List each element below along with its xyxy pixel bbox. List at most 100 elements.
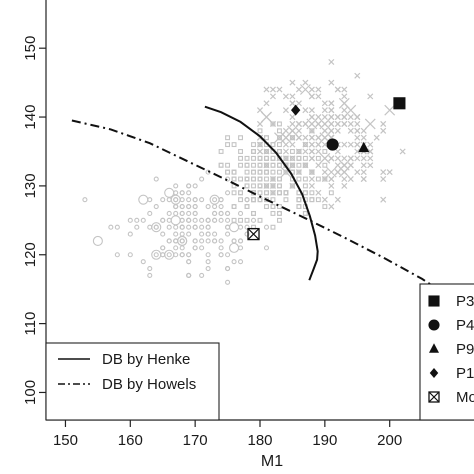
- background-point-shape: [328, 58, 335, 65]
- background-point: [179, 217, 185, 223]
- background-point-shape: [225, 190, 231, 196]
- background-point: [296, 169, 302, 175]
- background-point-shape: [205, 224, 211, 230]
- background-point: [270, 224, 276, 230]
- background-point-shape: [263, 182, 270, 189]
- background-point: [199, 238, 205, 244]
- background-point: [289, 79, 296, 86]
- background-point: [199, 217, 205, 223]
- background-point: [341, 141, 348, 148]
- background-point: [308, 120, 315, 127]
- background-point-shape: [334, 148, 341, 155]
- background-point: [302, 155, 308, 161]
- background-point-shape: [322, 176, 328, 182]
- background-point: [269, 175, 276, 183]
- background-point-shape: [256, 120, 264, 127]
- background-point-shape: [341, 107, 348, 114]
- background-point: [315, 197, 321, 203]
- background-point: [192, 238, 198, 244]
- background-point: [264, 183, 269, 189]
- background-point-shape: [338, 97, 350, 109]
- background-point: [264, 135, 269, 141]
- background-point: [264, 204, 269, 210]
- background-point: [251, 197, 256, 203]
- background-point-shape: [360, 162, 367, 169]
- background-point-shape: [282, 107, 289, 114]
- background-point: [192, 245, 198, 251]
- background-point: [296, 197, 302, 203]
- y-tick-label: 100: [22, 380, 39, 405]
- legend-label: DB by Howels: [102, 376, 196, 393]
- background-point: [296, 155, 302, 161]
- point-p3-shape: [393, 97, 406, 110]
- background-point: [347, 162, 354, 169]
- background-point-shape: [244, 162, 250, 168]
- background-point: [170, 194, 181, 205]
- x-tick-label: 200: [377, 432, 402, 449]
- background-point: [367, 162, 374, 169]
- background-point-shape: [244, 169, 250, 175]
- background-point-shape: [354, 127, 361, 134]
- background-point-shape: [264, 183, 269, 189]
- background-point-shape: [173, 252, 179, 258]
- background-point: [309, 190, 315, 196]
- legend-marker-p4-shape: [428, 319, 440, 331]
- background-point: [322, 176, 328, 182]
- background-point: [270, 169, 276, 175]
- background-point-shape: [302, 162, 309, 169]
- y-tick-label: 140: [22, 105, 39, 130]
- background-point: [192, 217, 198, 223]
- background-point-shape: [218, 210, 224, 216]
- background-point-shape: [360, 169, 367, 176]
- background-point: [328, 120, 335, 127]
- background-point-shape: [309, 128, 315, 134]
- background-point: [384, 104, 396, 116]
- background-point: [192, 204, 198, 210]
- background-point-shape: [257, 162, 263, 168]
- background-point-shape: [341, 162, 348, 169]
- background-point-shape: [270, 162, 276, 168]
- background-point: [328, 182, 335, 189]
- background-point-shape: [192, 204, 198, 210]
- background-point: [263, 224, 270, 230]
- point-mo: [247, 227, 260, 241]
- background-point-shape: [354, 72, 361, 79]
- background-point: [114, 252, 120, 258]
- background-point-shape: [354, 134, 361, 141]
- legend-lines-box: [45, 342, 220, 421]
- background-point-shape: [257, 176, 263, 182]
- background-point-shape: [321, 107, 328, 114]
- background-point-shape: [218, 245, 224, 251]
- background-point-shape: [153, 252, 159, 258]
- background-point: [296, 155, 302, 161]
- background-point: [225, 190, 231, 196]
- background-point-shape: [289, 114, 296, 121]
- background-point: [199, 197, 205, 203]
- background-point: [160, 252, 166, 258]
- background-point-shape: [244, 183, 250, 189]
- background-point: [160, 231, 166, 237]
- background-point: [205, 252, 211, 258]
- background-point: [302, 183, 308, 189]
- background-point: [205, 238, 211, 244]
- background-point: [309, 197, 315, 203]
- background-point-shape: [315, 93, 322, 100]
- x-tick-label: 150: [53, 432, 78, 449]
- background-point: [341, 86, 348, 93]
- background-point: [256, 148, 264, 155]
- background-point-shape: [277, 183, 282, 189]
- background-point: [347, 127, 354, 134]
- background-point: [322, 162, 328, 168]
- background-point: [282, 127, 289, 134]
- background-point-shape: [231, 169, 237, 175]
- background-point: [257, 217, 263, 223]
- background-point: [341, 175, 348, 183]
- background-point: [170, 215, 181, 226]
- background-point: [134, 217, 140, 223]
- background-point: [270, 210, 276, 216]
- y-tick-label: 150: [22, 36, 39, 61]
- background-point: [315, 93, 322, 100]
- background-point-shape: [289, 100, 296, 107]
- background-point: [289, 155, 296, 162]
- background-point-shape: [186, 197, 192, 203]
